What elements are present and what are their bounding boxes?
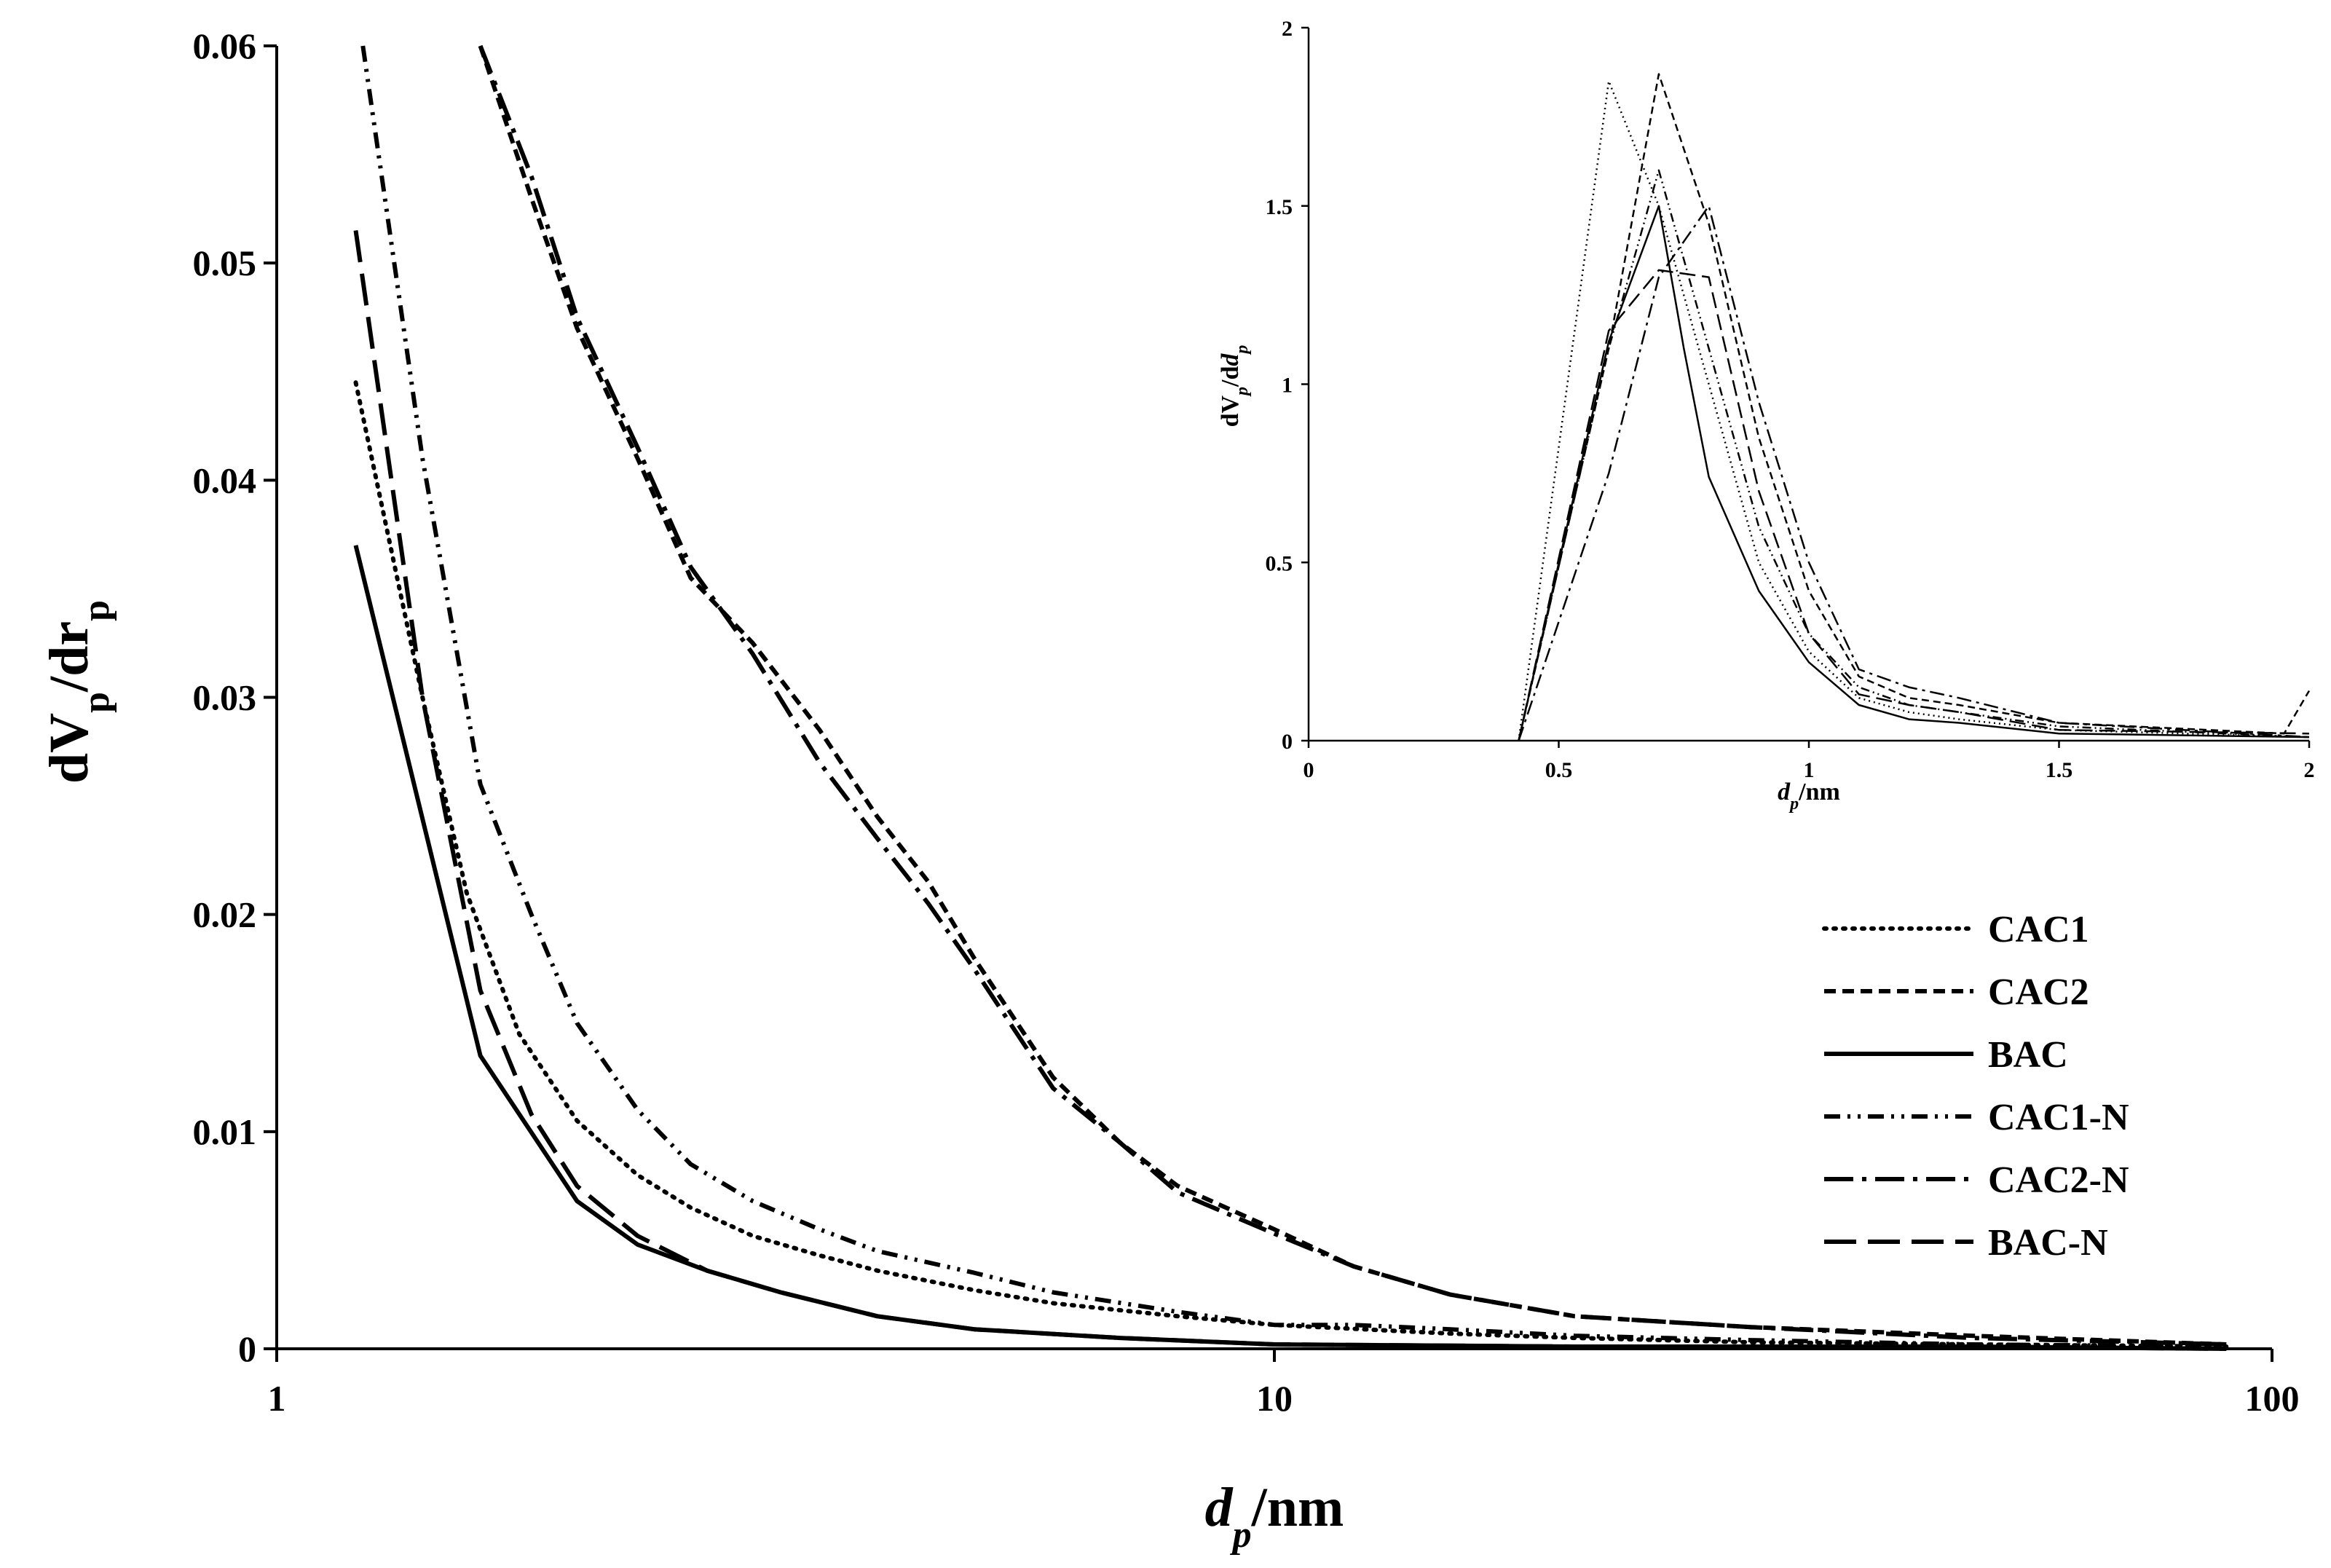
main-series-lines [353, 44, 2229, 1351]
inset-y-tick-label: 0 [1282, 730, 1293, 754]
series-line-cac2-n [478, 44, 2227, 1347]
y-tick-label: 0.01 [193, 1111, 257, 1152]
inset-x-tick-label: 0.5 [1545, 758, 1573, 782]
inset-x-tick-label: 1.5 [2046, 758, 2073, 782]
legend-label: CAC1-N [1988, 1097, 2129, 1138]
inset-plot: 0 0.5 1 1.5 2 0 0.5 1 1.5 2 dp/nm dVp/ddp [1217, 17, 2315, 813]
legend-item-bac-n: BAC-N [1824, 1222, 2108, 1264]
y-tick-label: 0.04 [193, 460, 257, 500]
y-tick-label: 0 [238, 1328, 256, 1369]
legend-label: CAC2 [1988, 972, 2089, 1013]
inset-series-line-cac1-n [1518, 169, 2310, 741]
legend-label: CAC1 [1988, 909, 2089, 950]
series-line-bac [353, 545, 2227, 1351]
legend-label: BAC-N [1988, 1222, 2108, 1264]
inset-series-line-cac2-n [1518, 205, 2310, 741]
series-line-cac1-n [360, 45, 2227, 1349]
inset-y-axis-title: dVp/ddp [1217, 345, 1252, 428]
main-ticks [264, 44, 2273, 1362]
legend-item-bac: BAC [1824, 1034, 2068, 1076]
inset-y-tick-label: 1 [1282, 374, 1293, 398]
x-tick-label: 1 [268, 1378, 286, 1419]
main-tick-labels: 00.010.020.030.040.050.061 10 100 [193, 25, 2300, 1419]
x-tick-label: 100 [2245, 1378, 2300, 1419]
inset-y-tick-label: 2 [1282, 17, 1293, 41]
y-tick-label: 0.06 [193, 25, 257, 66]
series-line-cac2 [478, 45, 2227, 1347]
legend-item-cac1-n: CAC1-N [1824, 1097, 2129, 1138]
inset-x-tick-label: 2 [2304, 758, 2315, 782]
inset-series-lines [1518, 73, 2311, 741]
y-tick-label: 0.02 [193, 894, 257, 935]
y-tick-label: 0.05 [193, 243, 257, 283]
inset-series-line-bac [1518, 205, 2310, 741]
legend-item-cac2: CAC2 [1824, 972, 2089, 1013]
inset-x-tick-label: 1 [1804, 758, 1815, 782]
legend: CAC1 CAC2 BAC CAC1-N CAC2-N BAC-N [1822, 909, 2129, 1264]
inset-x-tick-label: 0 [1303, 758, 1314, 782]
main-plot: 00.010.020.030.040.050.061 10 100 dp/nm dV… [39, 25, 2300, 1556]
inset-series-line-cac1 [1518, 80, 2310, 741]
series-line-bac-n [353, 229, 2227, 1351]
inset-series-line-cac2 [1518, 73, 2311, 741]
legend-label: CAC2-N [1988, 1159, 2129, 1201]
y-tick-label: 0.03 [193, 677, 257, 718]
inset-tick-labels: 0 0.5 1 1.5 2 0 0.5 1 1.5 2 [1266, 17, 2315, 782]
inset-y-tick-label: 0.5 [1266, 551, 1293, 575]
inset-y-tick-label: 1.5 [1266, 195, 1293, 219]
inset-series-line-bac-n [1518, 269, 2310, 741]
inset-ticks [1301, 26, 2311, 748]
x-tick-label: 10 [1256, 1378, 1293, 1419]
legend-item-cac2-n: CAC2-N [1824, 1159, 2129, 1201]
legend-label: BAC [1988, 1034, 2068, 1076]
legend-item-cac1: CAC1 [1822, 909, 2089, 950]
main-y-axis-title: dVp/drp [39, 600, 117, 784]
series-line-cac1 [353, 380, 2229, 1349]
main-x-axis-title: dp/nm [1205, 1477, 1344, 1556]
inset-x-axis-title: dp/nm [1778, 779, 1840, 813]
